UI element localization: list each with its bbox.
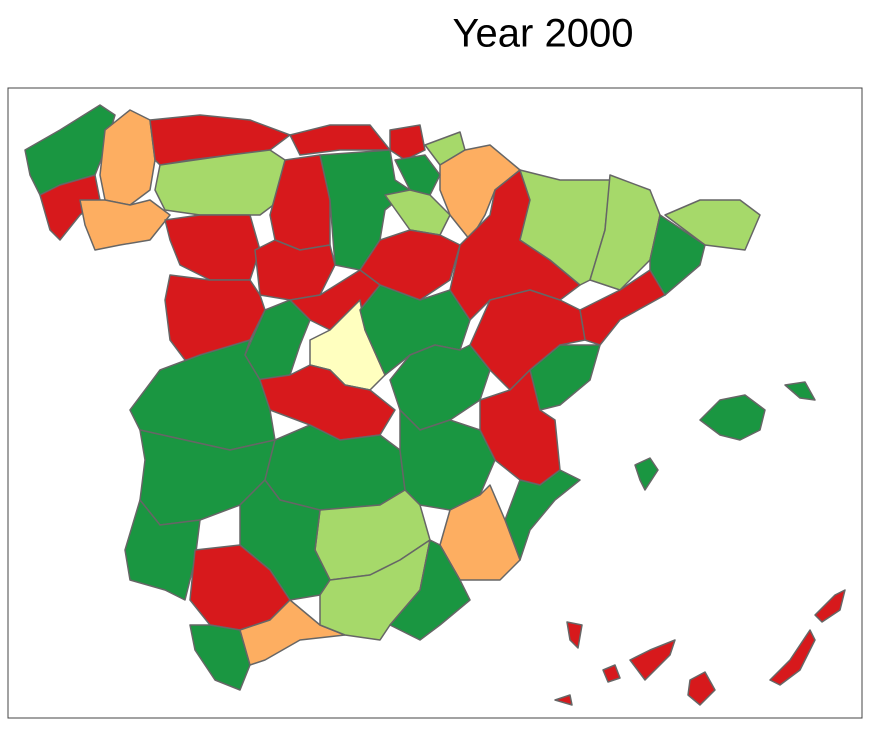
island: [784, 381, 816, 401]
province: [319, 149, 411, 271]
province: [394, 154, 441, 196]
province: [154, 149, 286, 216]
province: [389, 539, 471, 641]
province: [99, 109, 156, 206]
province: [254, 239, 336, 301]
province: [164, 214, 261, 281]
province: [439, 144, 521, 241]
island: [687, 671, 716, 706]
island: [602, 664, 621, 683]
island: [699, 394, 766, 441]
province: [24, 104, 116, 196]
province: [254, 364, 396, 441]
province: [384, 189, 451, 236]
island: [769, 629, 816, 686]
map-frame: [7, 87, 863, 719]
island: [629, 639, 676, 681]
province: [129, 339, 276, 451]
province: [124, 499, 201, 601]
province: [504, 469, 581, 561]
island: [566, 621, 583, 649]
province: [189, 624, 251, 691]
provinces: [24, 104, 846, 706]
island: [814, 589, 846, 623]
province: [79, 199, 171, 251]
province: [389, 124, 426, 161]
map-title: Year 2000: [453, 12, 634, 56]
province: [589, 174, 661, 291]
province: [264, 424, 406, 511]
island: [554, 694, 573, 706]
province: [519, 169, 611, 286]
island: [634, 457, 659, 491]
